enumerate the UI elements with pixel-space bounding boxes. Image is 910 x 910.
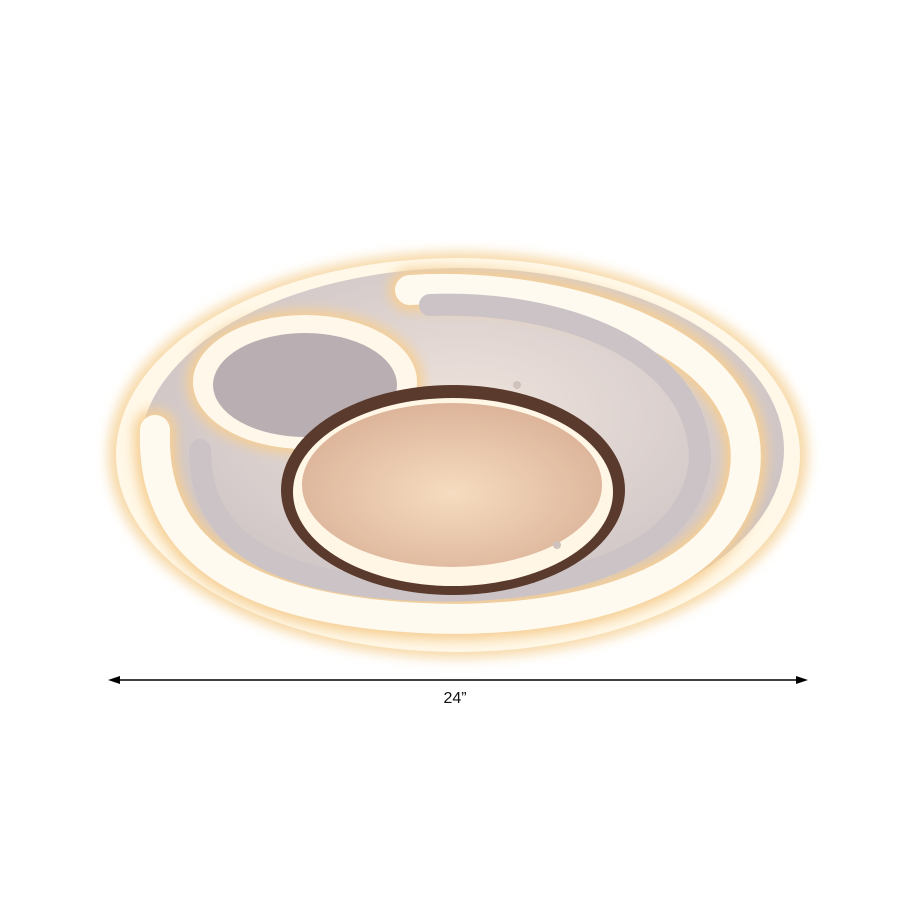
arrow-left-icon bbox=[108, 676, 120, 684]
center-ring bbox=[281, 381, 625, 595]
arrow-right-icon bbox=[796, 676, 808, 684]
led-band bbox=[133, 267, 767, 640]
dimension-line bbox=[108, 676, 808, 684]
dimension-label: 24” bbox=[443, 690, 467, 707]
